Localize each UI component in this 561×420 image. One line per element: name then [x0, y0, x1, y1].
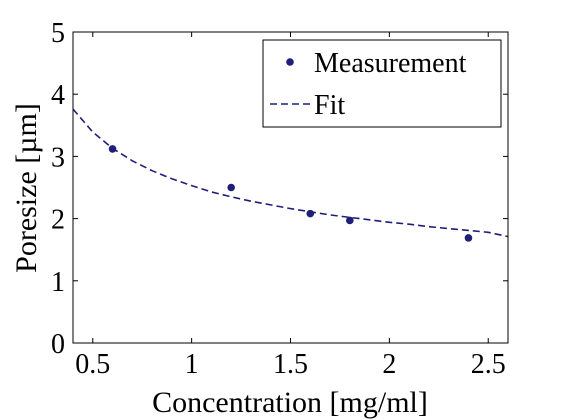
legend-label-fit: Fit — [314, 90, 345, 121]
measurement-point — [306, 209, 315, 218]
legend-label-measurement: Measurement — [314, 48, 467, 79]
legend: Measurement Fit — [262, 39, 502, 128]
x-tick-label: 2.5 — [471, 349, 506, 380]
x-tick-label: 0.5 — [75, 349, 110, 380]
measurement-series — [108, 145, 473, 242]
y-axis-ticks: 0 1 2 3 4 5 — [51, 18, 508, 360]
measurement-point — [464, 234, 473, 242]
x-tick-label: 1.5 — [273, 349, 308, 380]
measurement-point — [227, 183, 235, 192]
fit-series — [72, 108, 509, 238]
y-tick-label: 2 — [51, 205, 65, 236]
y-tick-label: 0 — [51, 329, 65, 360]
y-tick-label: 4 — [51, 80, 65, 111]
fit-line — [72, 108, 509, 238]
y-tick-label: 5 — [51, 18, 65, 49]
y-tick-label: 1 — [51, 267, 65, 298]
x-tick-label: 1 — [185, 349, 199, 380]
y-tick-label: 3 — [51, 142, 65, 173]
x-axis-ticks: 0.5 1 1.5 2 2.5 — [75, 32, 506, 380]
legend-marker-measurement — [286, 58, 294, 66]
x-axis-label: Concentration [mg/ml] — [152, 386, 428, 419]
measurement-point — [108, 145, 117, 153]
y-axis-label: Poresize [µm] — [10, 103, 43, 273]
legend-box — [262, 39, 502, 128]
measurement-point — [346, 216, 354, 225]
x-tick-label: 2 — [382, 349, 396, 380]
